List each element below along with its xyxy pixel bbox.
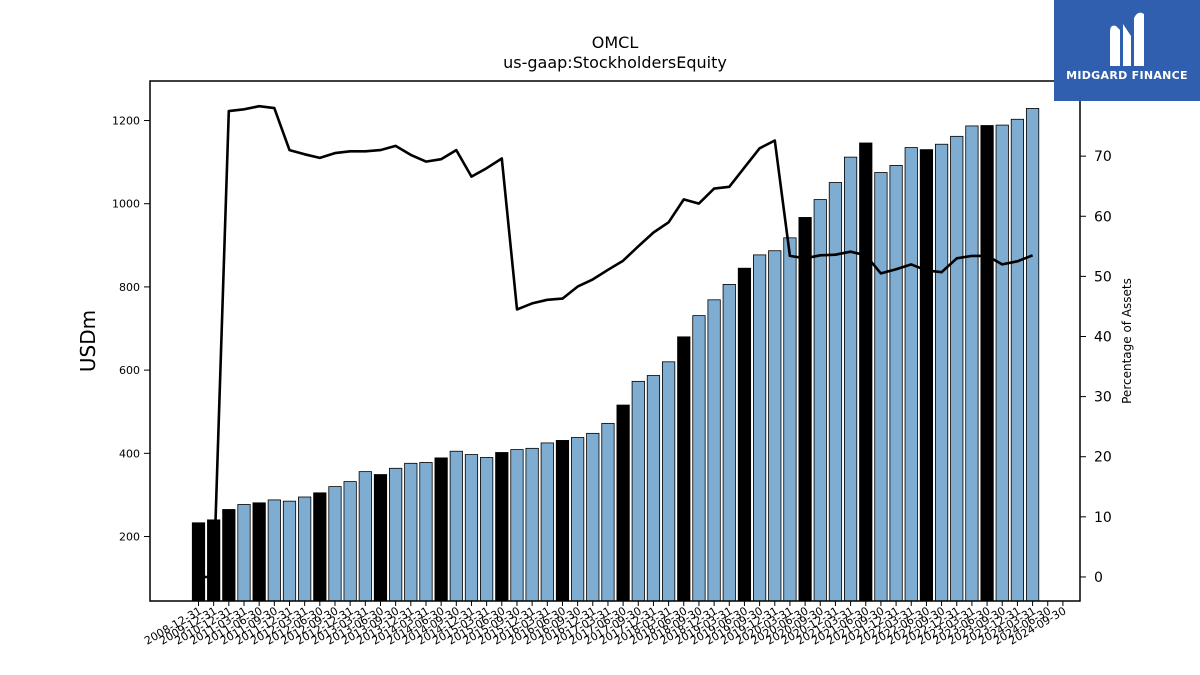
bar-2021-03-31 [843, 156, 858, 602]
percentage-line-series [198, 104, 1034, 579]
bar-2024-03-31 [1025, 108, 1040, 602]
bar-2013-06-30 [373, 474, 388, 602]
y-tick-label: 200 [119, 531, 140, 544]
midgard-finance-logo: MIDGARD FINANCE [1054, 0, 1200, 101]
bar-2014-12-31 [464, 454, 479, 602]
y2-tick-label: 40 [1094, 329, 1112, 345]
bar-2012-06-30 [313, 492, 327, 602]
y-tick-label: 1000 [112, 198, 140, 211]
bar-2010-12-31 [222, 509, 236, 602]
bar-2021-06-30 [859, 142, 873, 602]
bar-2008-12-31 [191, 522, 206, 602]
bar-2021-12-31 [889, 165, 903, 602]
bar-2012-12-31 [343, 481, 357, 602]
plot-frame [149, 80, 1081, 602]
chart-subtitle: us-gaap:StockholdersEquity [503, 53, 727, 72]
bar-2017-03-31 [601, 422, 615, 602]
bar-2023-12-31 [1010, 118, 1025, 602]
y2-axis-label: Percentage of Assets [1120, 278, 1134, 404]
bar-2014-03-31 [419, 462, 433, 602]
bar-2015-03-31 [480, 457, 494, 602]
y-tick-label: 600 [119, 364, 140, 377]
bar-2018-06-30 [677, 336, 691, 602]
bar-2022-03-31 [904, 147, 918, 602]
logo-text: MIDGARD FINANCE [1066, 69, 1188, 82]
bar-2016-09-30 [571, 437, 585, 602]
right-axis-ticks: 0 10 20 30 40 50 60 70 [1080, 149, 1112, 586]
bar-2019-12-31 [768, 250, 782, 602]
bar-2012-09-30 [328, 486, 342, 602]
bar-2015-09-30 [510, 449, 524, 602]
bar-series [191, 108, 1040, 602]
bar-2013-09-30 [389, 467, 403, 602]
bar-2016-06-30 [555, 440, 570, 602]
bar-2013-03-31 [358, 471, 372, 602]
bar-2015-06-30 [495, 452, 509, 602]
y2-tick-label: 50 [1094, 269, 1112, 285]
bar-2019-06-30 [737, 267, 752, 602]
bar-2014-09-30 [449, 450, 463, 602]
bar-2011-12-31 [282, 500, 297, 602]
bar-2022-12-31 [950, 135, 964, 602]
bar-2018-09-30 [692, 315, 706, 602]
bar-2020-09-30 [813, 199, 827, 602]
percentage-line [198, 104, 1034, 579]
bar-2011-09-30 [267, 499, 281, 602]
bar-2017-12-31 [646, 375, 661, 602]
bar-2011-03-31 [237, 504, 251, 602]
y-tick-label: 800 [119, 281, 140, 294]
bar-2019-03-31 [722, 284, 736, 602]
y-tick-label: 1200 [112, 115, 140, 128]
bar-2014-06-30 [434, 457, 448, 602]
bar-2022-09-30 [934, 143, 949, 602]
bar-2015-12-31 [525, 447, 539, 602]
bar-2016-03-31 [540, 442, 554, 602]
y-axis-label: USDm [76, 310, 100, 372]
bar-2023-06-30 [980, 125, 994, 602]
bar-2013-12-31 [404, 462, 418, 602]
bar-2019-09-30 [753, 254, 767, 602]
bar-2020-03-31 [783, 237, 797, 602]
bar-2020-12-31 [828, 182, 843, 602]
y2-tick-label: 30 [1094, 390, 1112, 406]
bar-2020-06-30 [798, 217, 812, 602]
x-axis-ticks: 2008-12-312009-12-312010-12-312011-03-31… [142, 601, 1068, 648]
bar-2016-12-31 [586, 432, 600, 602]
y2-tick-label: 10 [1094, 510, 1112, 526]
bar-2017-09-30 [631, 380, 645, 602]
y2-tick-label: 60 [1094, 209, 1112, 225]
bar-2021-09-30 [874, 172, 888, 602]
bar-2023-03-31 [965, 125, 979, 602]
y2-tick-label: 0 [1094, 570, 1103, 586]
y2-tick-label: 70 [1094, 149, 1112, 165]
y2-tick-label: 20 [1094, 450, 1112, 466]
bar-2018-03-31 [662, 361, 676, 602]
left-axis-ticks: 200 400 600 800 1000 1200 [112, 115, 150, 544]
bar-2023-09-30 [995, 124, 1009, 602]
midgard-logo-icon [1110, 12, 1144, 67]
bar-2011-06-30 [252, 502, 266, 602]
chart-title: OMCL [591, 33, 639, 52]
bar-2017-06-30 [616, 404, 630, 602]
bar-2018-12-31 [707, 299, 721, 602]
y-tick-label: 400 [119, 447, 140, 460]
bar-2022-06-30 [919, 149, 934, 602]
bar-2012-03-31 [298, 496, 312, 602]
